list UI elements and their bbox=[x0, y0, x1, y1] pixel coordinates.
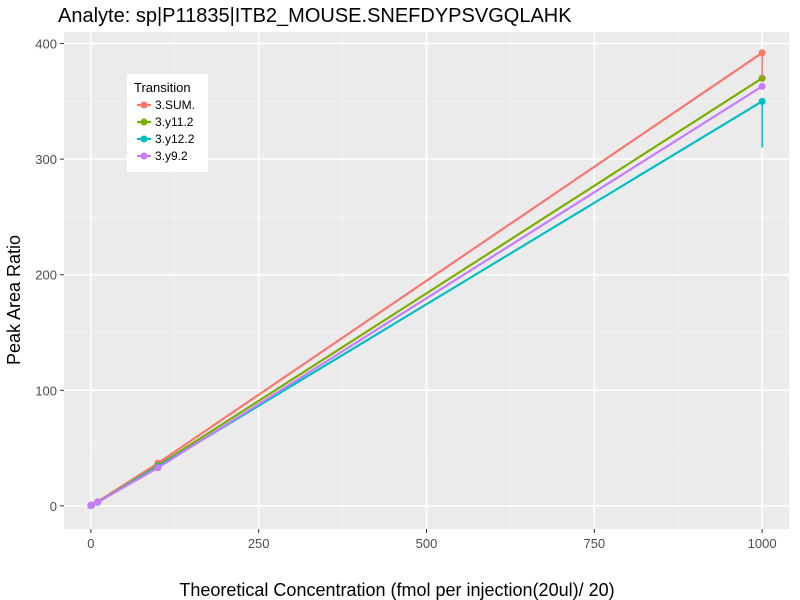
x-tick-label: 750 bbox=[583, 536, 605, 551]
legend-key-point bbox=[140, 135, 148, 143]
data-point-3.y9.2 bbox=[154, 464, 162, 472]
y-tick-label: 0 bbox=[50, 499, 57, 514]
x-tick-label: 500 bbox=[416, 536, 438, 551]
legend-items: 3.SUM. 3.y11.2 3.y12.2 3.y9.2 bbox=[137, 98, 195, 163]
data-point-3.y9.2 bbox=[758, 82, 766, 90]
chart-title: Analyte: sp|P11835|ITB2_MOUSE.SNEFDYPSVG… bbox=[58, 5, 572, 27]
legend-title: Transition bbox=[134, 80, 191, 95]
legend-label: 3.SUM. bbox=[155, 98, 195, 112]
y-tick-label: 400 bbox=[35, 37, 57, 52]
y-axis-title: Peak Area Ratio bbox=[4, 235, 24, 365]
x-axis-title: Theoretical Concentration (fmol per inje… bbox=[179, 580, 614, 600]
x-tick-label: 250 bbox=[248, 536, 270, 551]
data-point-3.y12.2 bbox=[758, 97, 766, 105]
data-point-3.y9.2 bbox=[88, 501, 96, 509]
legend-label: 3.y9.2 bbox=[155, 149, 188, 163]
x-tick-label: 0 bbox=[87, 536, 94, 551]
legend-key-point bbox=[140, 101, 148, 109]
legend: Transition 3.SUM. 3.y11.2 3.y12.2 3.y9.2 bbox=[127, 74, 208, 172]
legend-label: 3.y11.2 bbox=[155, 115, 194, 129]
y-tick-label: 300 bbox=[35, 152, 57, 167]
legend-key-point bbox=[140, 152, 148, 160]
axis-layer: 0 250 500 750 1000 0 100 200 300 400 bbox=[35, 37, 776, 551]
y-tick-label: 200 bbox=[35, 268, 57, 283]
x-tick-label: 1000 bbox=[748, 536, 777, 551]
legend-key-point bbox=[140, 118, 148, 126]
legend-label: 3.y12.2 bbox=[155, 132, 195, 146]
data-point-3.y9.2 bbox=[94, 498, 102, 506]
y-tick-label: 100 bbox=[35, 383, 57, 398]
series-layer bbox=[87, 49, 766, 510]
